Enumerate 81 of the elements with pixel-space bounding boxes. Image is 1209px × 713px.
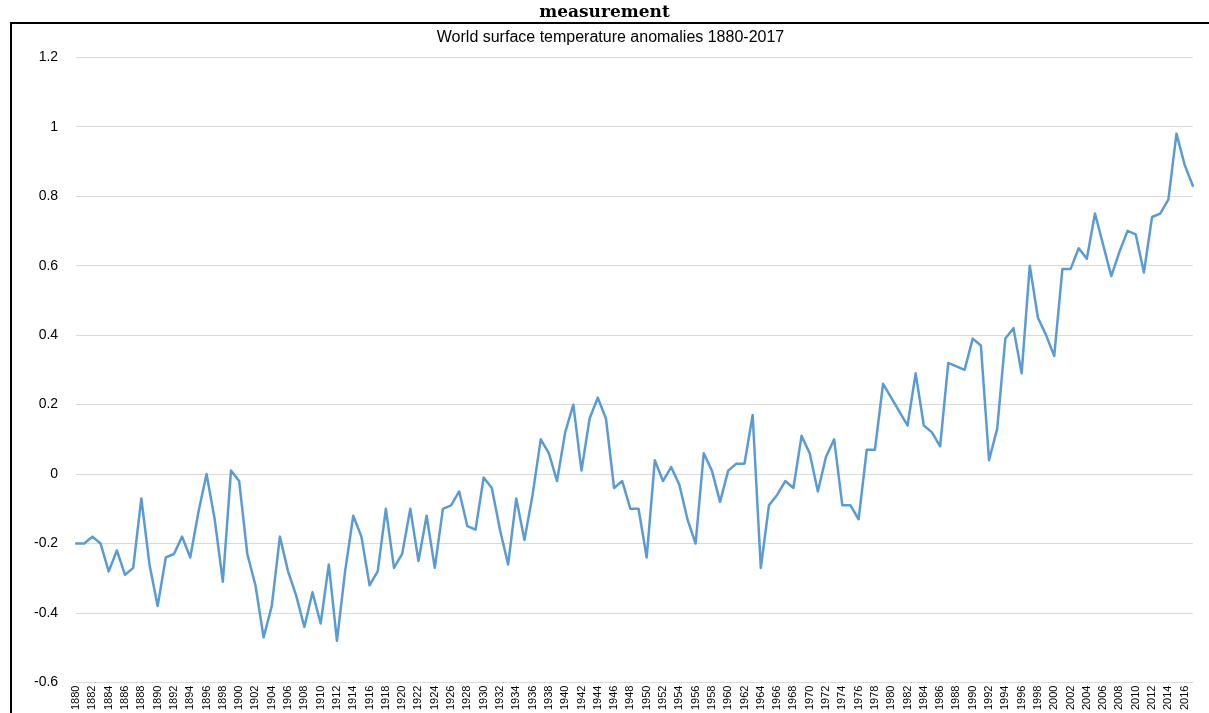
x-tick-label: 1880	[69, 685, 82, 711]
x-tick-label: 1966	[770, 685, 783, 711]
y-tick-label: 0.2	[38, 395, 59, 412]
x-tick-label: 1964	[753, 685, 766, 711]
y-tick-label: -0.4	[34, 603, 59, 620]
y-tick-label: -0.6	[34, 673, 59, 690]
x-tick-label: 1922	[411, 685, 424, 711]
x-tick-label: 2006	[1096, 685, 1109, 711]
chart-title: World surface temperature anomalies 1880-2017	[436, 28, 785, 46]
x-tick-label: 1896	[199, 685, 212, 711]
x-tick-label: 1936	[525, 685, 538, 711]
x-tick-label: 1934	[509, 685, 522, 711]
y-tick-label: 0.4	[38, 325, 59, 342]
x-tick-label: 1910	[313, 685, 326, 711]
x-tick-label: 1954	[672, 685, 685, 711]
x-tick-label: 2002	[1063, 685, 1076, 711]
x-tick-label: 1940	[558, 685, 571, 711]
x-tick-label: 1974	[835, 685, 848, 711]
x-tick-label: 1900	[232, 685, 245, 711]
x-tick-label: 1952	[656, 685, 669, 711]
x-tick-label: 2004	[1079, 685, 1092, 711]
x-tick-label: 1976	[851, 685, 864, 711]
x-tick-label: 1906	[281, 685, 294, 711]
x-tick-label: 1998	[1030, 685, 1043, 711]
x-tick-label: 1946	[607, 685, 620, 711]
x-tick-label: 1932	[493, 685, 505, 711]
x-tick-label: 1882	[85, 685, 98, 711]
x-tick-label: 2008	[1112, 685, 1125, 711]
x-tick-label: 1956	[688, 685, 701, 711]
x-tick-label: 1902	[248, 685, 261, 711]
x-tick-label: 1984	[916, 685, 929, 711]
x-tick-label: 1988	[949, 685, 962, 711]
x-tick-label: 2010	[1128, 685, 1141, 711]
y-tick-label: 0	[50, 464, 59, 481]
x-tick-label: 1996	[1014, 685, 1027, 711]
x-tick-label: 1972	[819, 685, 832, 711]
x-tick-label: 1930	[476, 685, 489, 711]
x-tick-label: 2012	[1145, 685, 1158, 711]
x-tick-label: 1938	[541, 685, 554, 711]
text: measurement	[538, 0, 671, 22]
y-tick-label: -0.2	[34, 534, 59, 551]
x-tick-label: 1986	[933, 685, 946, 711]
x-tick-label: 1886	[118, 685, 131, 711]
x-tick-label: 1916	[362, 685, 375, 711]
x-tick-label: 1948	[623, 685, 636, 711]
y-tick-label: 0.8	[38, 187, 59, 204]
y-tick-label: 1.2	[38, 48, 59, 65]
x-tick-label: 1992	[982, 685, 995, 711]
x-tick-label: 1926	[444, 685, 457, 711]
x-tick-label: 1990	[965, 685, 978, 711]
x-tick-label: 1904	[264, 685, 277, 711]
x-tick-label: 1898	[215, 685, 228, 711]
x-tick-label: 1944	[590, 685, 603, 711]
x-tick-label: 1970	[802, 685, 815, 711]
x-tick-label: 2016	[1177, 685, 1190, 711]
x-tick-label: 1994	[998, 685, 1011, 711]
x-tick-label: 1980	[884, 685, 897, 711]
x-tick-label: 1890	[150, 685, 163, 711]
x-tick-label: 1888	[134, 685, 147, 711]
x-tick-label: 1920	[395, 685, 408, 711]
x-tick-label: 1968	[786, 685, 799, 711]
x-tick-label: 1924	[427, 685, 440, 711]
x-tick-label: 1978	[867, 685, 880, 711]
x-tick-label: 1962	[737, 685, 750, 711]
x-tick-label: 1918	[378, 685, 391, 711]
x-tick-label: 1908	[297, 685, 310, 711]
x-tick-label: 1912	[329, 685, 342, 711]
x-tick-label: 1914	[346, 685, 359, 711]
y-tick-label: 1	[50, 117, 59, 134]
x-tick-label: 1950	[639, 685, 652, 711]
x-tick-label: 1894	[183, 685, 196, 711]
x-tick-label: 1960	[721, 685, 734, 711]
x-tick-label: 2000	[1047, 685, 1060, 711]
x-tick-label: 1958	[704, 685, 717, 711]
y-tick-label: 0.6	[38, 256, 59, 273]
x-tick-label: 1928	[460, 685, 473, 711]
x-tick-label: 1982	[900, 685, 913, 711]
x-tick-label: 1884	[101, 685, 114, 711]
x-tick-label: 1942	[574, 685, 587, 711]
x-tick-label: 1892	[166, 685, 179, 711]
x-tick-label: 2014	[1161, 685, 1174, 711]
